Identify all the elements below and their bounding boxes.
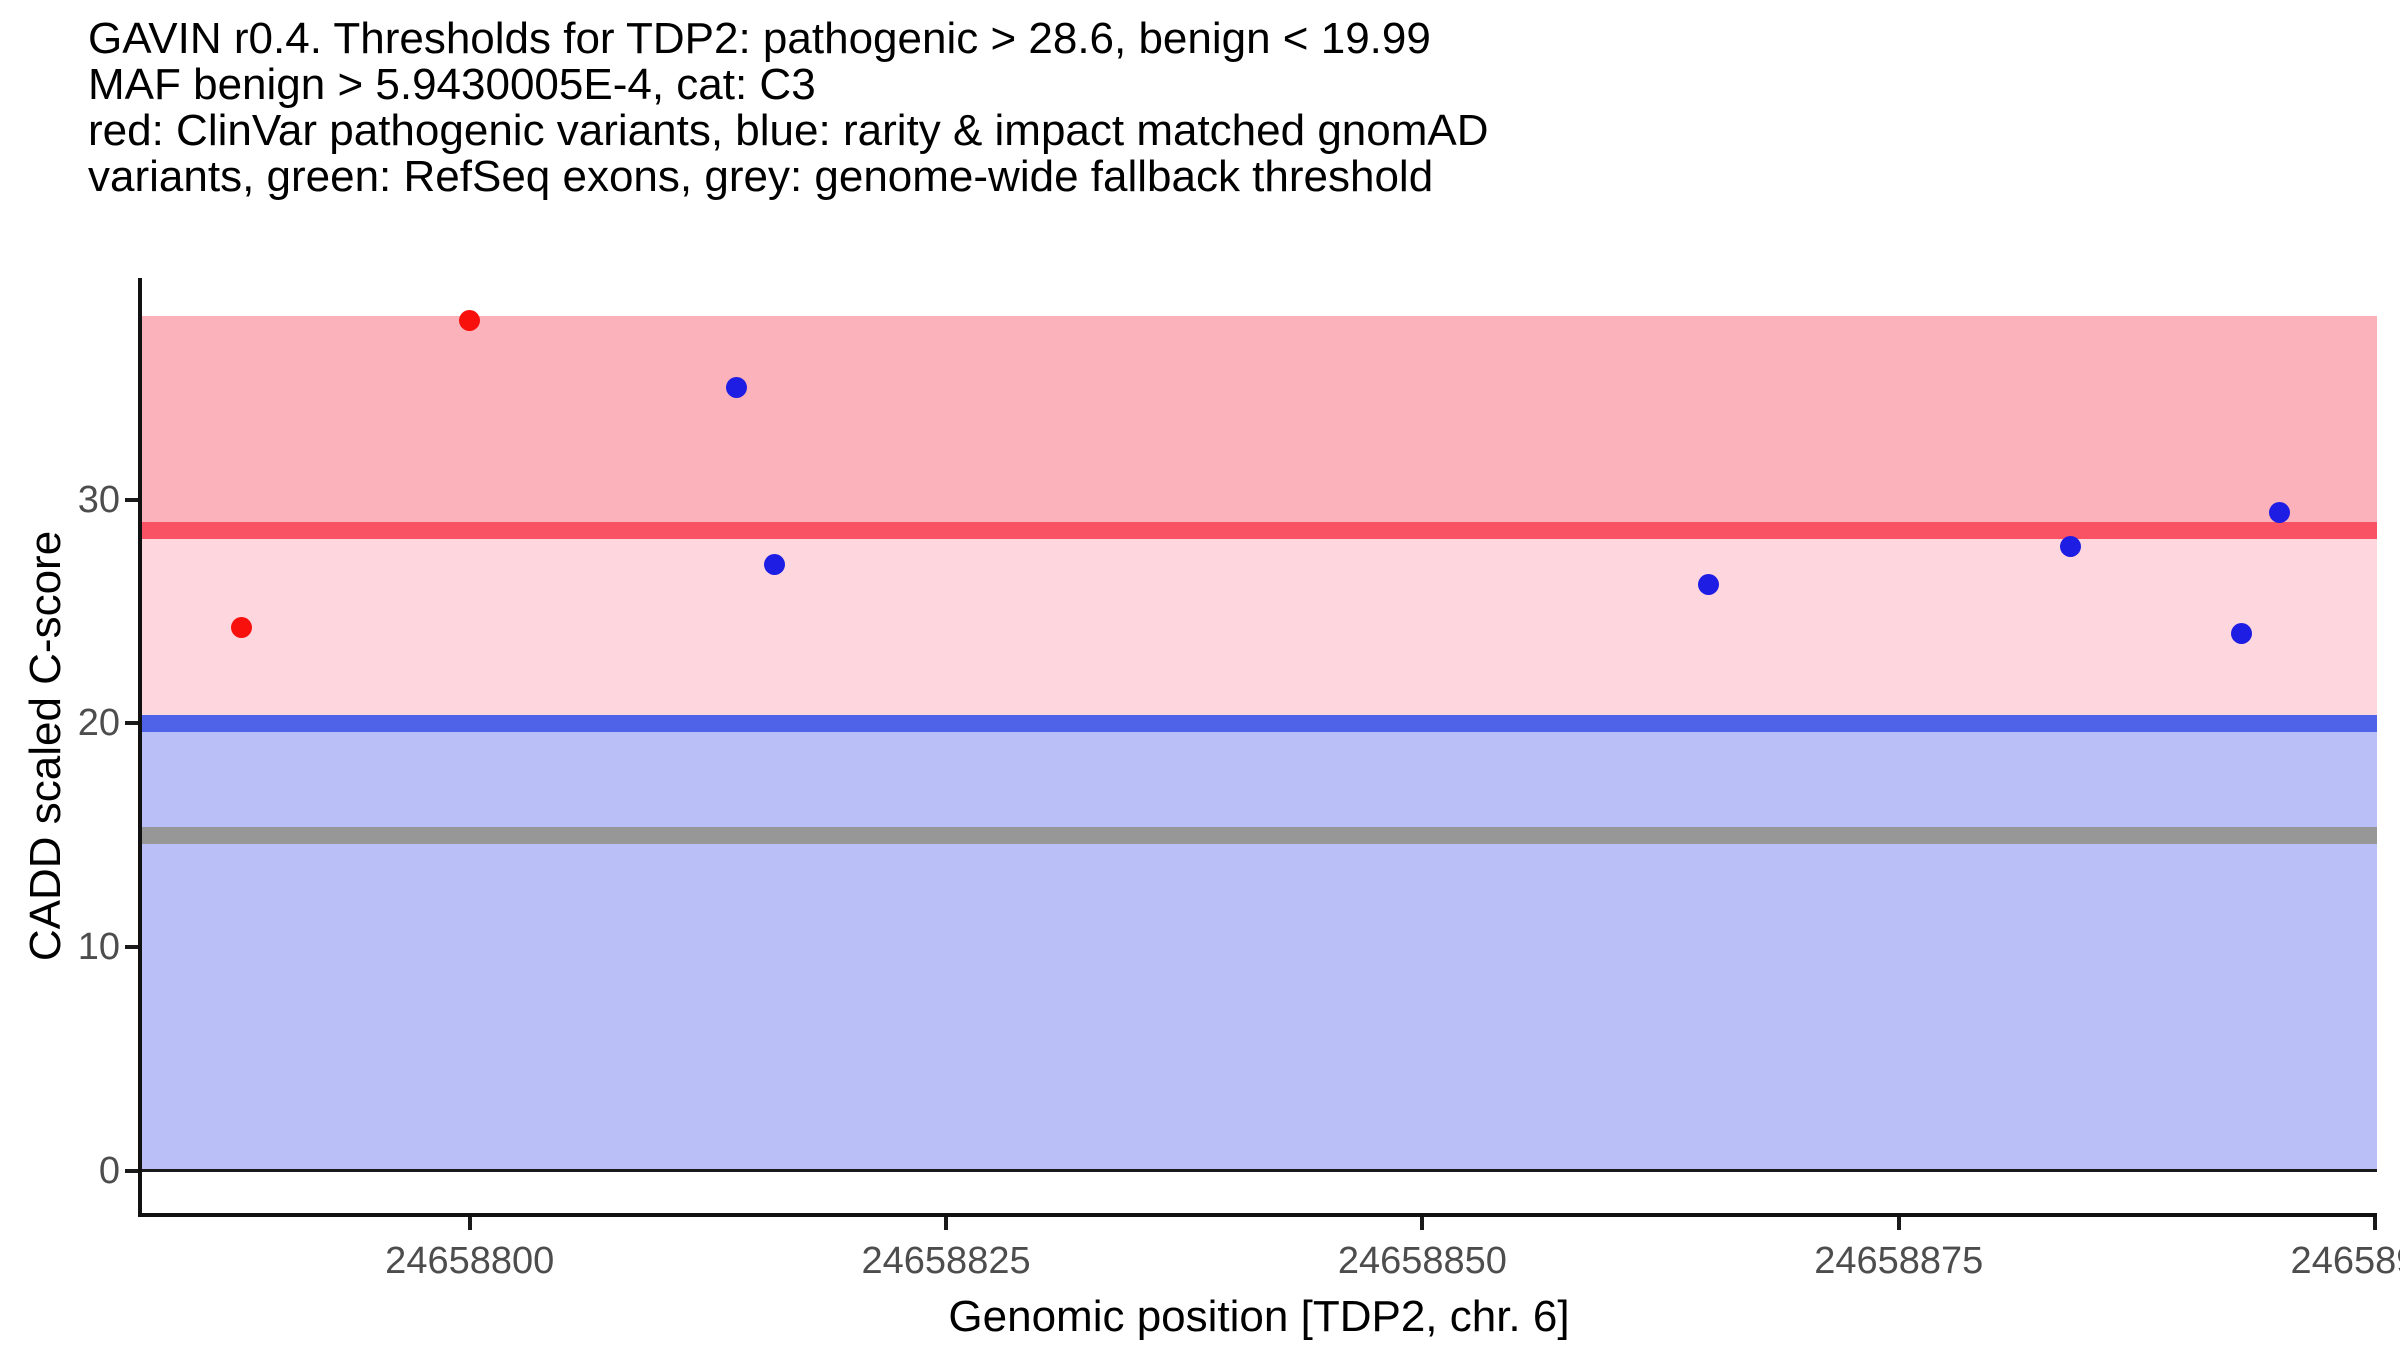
pathogenic-threshold-line: [142, 522, 2377, 540]
y-tick-label: 30: [77, 478, 120, 521]
x-axis-title: Genomic position [TDP2, chr. 6]: [948, 1292, 1570, 1341]
zero-baseline-line: [142, 1169, 2377, 1173]
gnomad-matched-point: [764, 553, 786, 575]
y-tick: [125, 497, 138, 502]
x-tick-label: 24658850: [1337, 1240, 1507, 1282]
plot-panel: [142, 278, 2377, 1213]
gnomad-matched-point: [1697, 574, 1719, 596]
benign-region-band: [142, 723, 2377, 1171]
x-tick-label: 24658825: [861, 1240, 1031, 1282]
plot-title-line-4: variants, green: RefSeq exons, grey: gen…: [88, 152, 1434, 201]
x-tick-label: 24658800: [385, 1240, 555, 1282]
y-axis-title: CADD scaled C-score: [21, 530, 70, 962]
x-tick-label: 24658900: [2290, 1240, 2400, 1282]
pathogenic-region-band: [142, 316, 2377, 531]
gnomad-matched-point: [2059, 536, 2081, 558]
y-tick: [125, 945, 138, 950]
x-tick: [467, 1217, 472, 1230]
plot-title: GAVIN r0.4. Thresholds for TDP2: pathoge…: [88, 16, 1489, 200]
gnomad-matched-point: [725, 377, 747, 399]
vus-region-band: [142, 530, 2377, 724]
gnomad-matched-point: [2231, 623, 2253, 645]
gnomad-matched-point: [2269, 502, 2291, 524]
x-axis-line: [138, 1213, 2377, 1217]
x-tick: [1896, 1217, 1901, 1230]
clinvar-pathogenic-point: [459, 310, 481, 332]
y-tick: [125, 1168, 138, 1173]
x-tick: [2373, 1217, 2378, 1230]
x-tick: [1420, 1217, 1425, 1230]
plot-title-line-2: MAF benign > 5.9430005E-4, cat: C3: [88, 60, 816, 109]
plot-title-line-1: GAVIN r0.4. Thresholds for TDP2: pathoge…: [88, 14, 1431, 63]
fallback-threshold-line: [142, 826, 2377, 844]
y-tick: [125, 721, 138, 726]
x-tick: [944, 1217, 949, 1230]
y-tick-label: 10: [77, 926, 120, 969]
benign-threshold-line: [142, 715, 2377, 733]
clinvar-pathogenic-point: [230, 616, 252, 638]
y-tick-label: 20: [77, 702, 120, 745]
y-tick-label: 0: [98, 1149, 120, 1192]
x-tick-label: 24658875: [1814, 1240, 1984, 1282]
y-axis-line: [138, 278, 142, 1217]
plot-title-line-3: red: ClinVar pathogenic variants, blue: …: [88, 106, 1489, 155]
